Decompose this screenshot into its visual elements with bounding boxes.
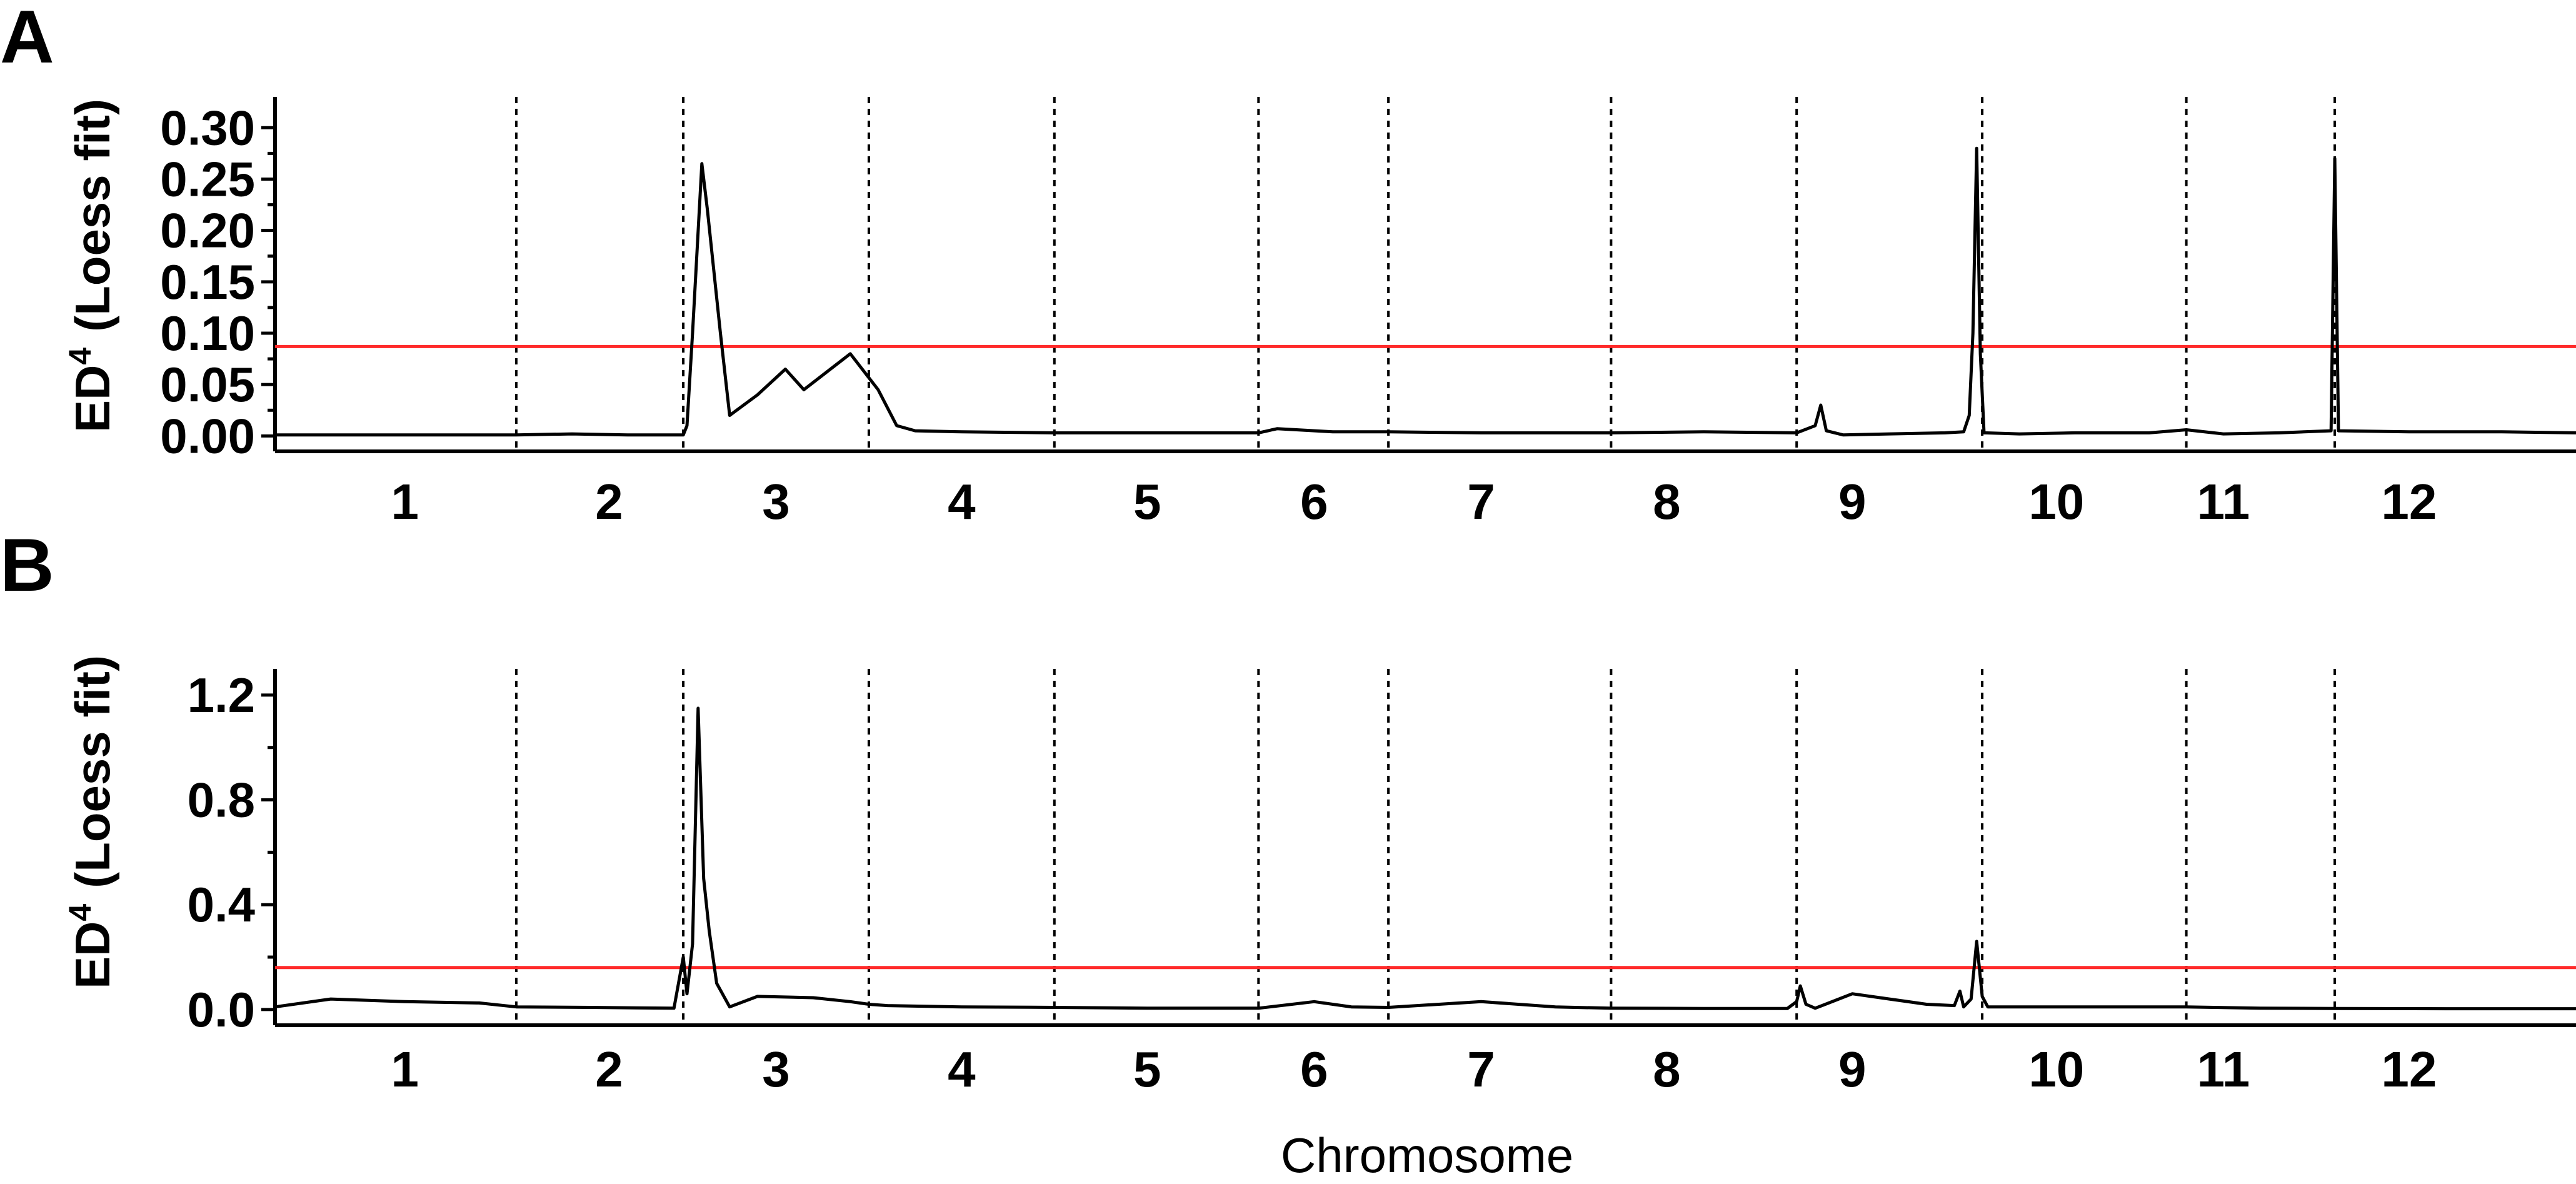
chromosome-label: 12 [2381, 1041, 2437, 1097]
y-tick-label: 1.2 [188, 668, 255, 723]
chromosome-label: 10 [2028, 1041, 2084, 1097]
ed4-loess-series-b [274, 706, 2576, 1011]
y-axis-label-rest: (Loess fit) [65, 655, 120, 888]
y-axis-label-main: ED [65, 921, 120, 989]
chromosome-label: 9 [1838, 1041, 1867, 1097]
chromosome-label: 12 [2381, 474, 2437, 529]
x-axis-label: Chromosome [1281, 1128, 1573, 1183]
y-axis-label-b: ED4 (Loess fit) [63, 655, 120, 989]
chromosome-label: 9 [1838, 474, 1867, 529]
y-tick-label: 0.25 [160, 151, 255, 206]
chromosome-label: 3 [762, 1041, 790, 1097]
y-axis-label-superscript: 4 [63, 348, 98, 365]
y-tick-label: 0.0 [188, 982, 255, 1037]
y-tick-label: 0.30 [160, 100, 255, 155]
y-tick-label: 0.00 [160, 408, 255, 463]
chromosome-label: 6 [1300, 1041, 1328, 1097]
chromosome-label: 5 [1133, 1041, 1161, 1097]
y-axis-label-main: ED [65, 365, 120, 433]
chromosome-label: 1 [391, 1041, 419, 1097]
panel-a: A ED4(Loess fit) 0.000.050.100.150.200.2… [0, 0, 2576, 529]
chromosome-label: 5 [1133, 474, 1161, 529]
y-axis-label-rest: (Loess fit) [65, 99, 120, 332]
chromosome-label: 2 [595, 1041, 623, 1097]
chromosome-label: 4 [948, 474, 976, 529]
y-tick-label: 0.4 [188, 877, 255, 932]
chromosome-label: 7 [1467, 474, 1495, 529]
y-axis-label-superscript: 4 [63, 904, 98, 921]
y-tick-label: 0.10 [160, 306, 255, 361]
chromosome-label: 1 [391, 474, 419, 529]
panel-letter-a: A [0, 0, 54, 79]
panel-letter-b: B [0, 523, 54, 607]
y-axis-label-a: ED4 (Loess fit) [63, 99, 120, 433]
chromosome-label: 8 [1653, 474, 1681, 529]
y-tick-label: 0.15 [160, 254, 255, 309]
chromosome-label: 11 [2197, 474, 2250, 529]
chromosome-label: 8 [1653, 1041, 1681, 1097]
panel-b: B ED4(Loess fit) 0.00.40.81.21 2 3 4 5 6 7 8 9 10… [0, 523, 2576, 1097]
y-tick-label: 0.8 [188, 773, 255, 828]
chromosome-label: 4 [948, 1041, 976, 1097]
ed4-loess-series-a [275, 146, 2576, 437]
chromosome-label: 10 [2028, 474, 2084, 529]
chromosome-label: 6 [1300, 474, 1328, 529]
chromosome-label: 3 [762, 474, 790, 529]
chromosome-label: 2 [595, 474, 623, 529]
y-tick-label: 0.05 [160, 357, 255, 412]
chromosome-label: 7 [1467, 1041, 1495, 1097]
chromosome-label: 11 [2197, 1041, 2250, 1097]
y-tick-label: 0.20 [160, 203, 255, 258]
